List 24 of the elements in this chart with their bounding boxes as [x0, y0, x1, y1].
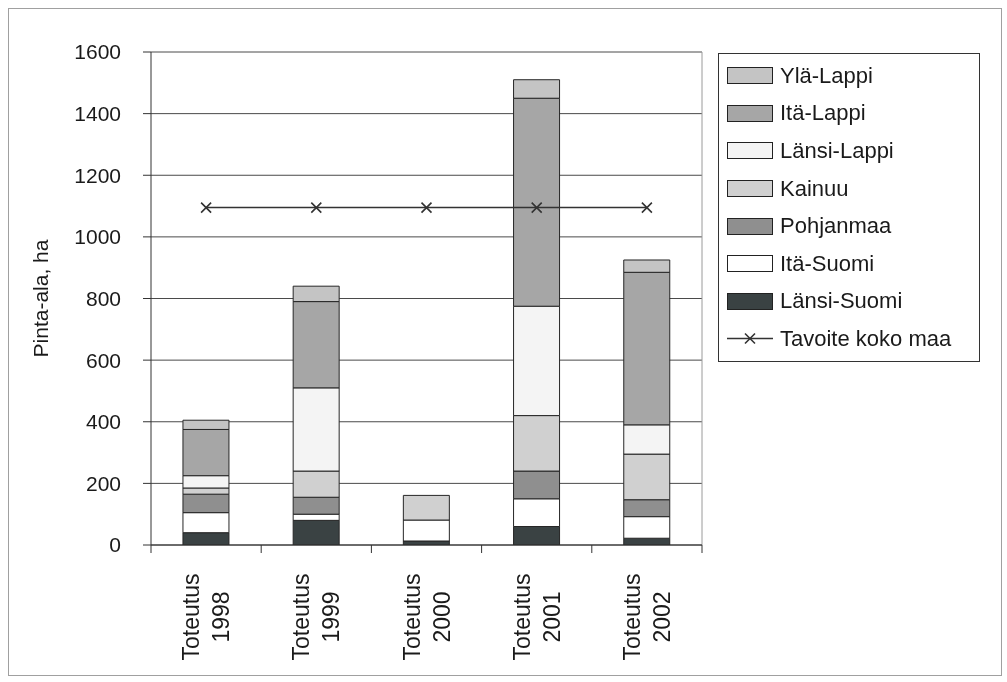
y-tick-label: 1000 [74, 225, 121, 249]
x-tick-label: Toteutus 1999 [288, 573, 345, 661]
legend-label: Tavoite koko maa [780, 325, 952, 352]
legend-label: Länsi-Lappi [780, 137, 894, 164]
y-tick-label: 600 [85, 348, 121, 372]
legend-label: Ylä-Lappi [780, 62, 873, 89]
y-tick-label: 1400 [74, 102, 121, 126]
y-axis-title: Pinta-ala, ha [28, 239, 52, 358]
y-tick-label: 200 [85, 471, 121, 495]
x-tick-label: Toteutus 2002 [619, 573, 675, 661]
bar [292, 519, 340, 545]
y-tick-label: 1600 [74, 40, 121, 64]
legend-label: Länsi-Suomi [780, 288, 903, 315]
y-tick-label: 0 [109, 533, 121, 557]
legend-label: Itä-Lappi [780, 100, 866, 127]
x-tick-label: Toteutus 1998 [178, 573, 235, 661]
legend-label: Itä-Suomi [780, 250, 875, 277]
legend-label: Pohjanmaa [780, 213, 892, 240]
y-tick-label: 400 [85, 410, 121, 434]
x-tick-label: Toteutus 2000 [398, 573, 455, 661]
x-tick-label: Toteutus 2001 [508, 573, 565, 661]
y-tick-label: 1200 [74, 163, 121, 187]
legend-label: Kainuu [780, 175, 849, 202]
y-tick-label: 800 [85, 286, 121, 310]
